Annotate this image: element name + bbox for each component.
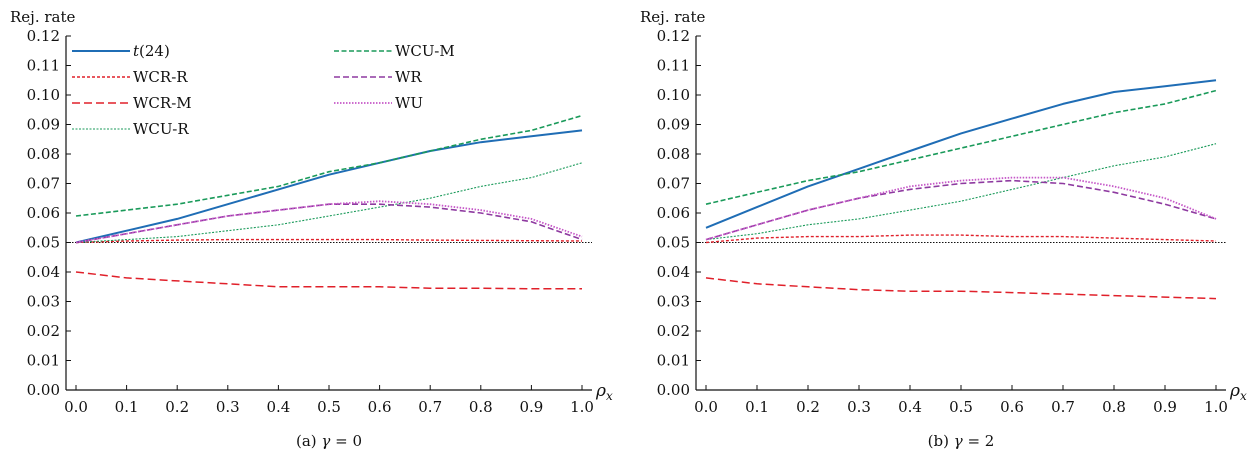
y-tick-label: 0.08 [657,145,690,163]
y-tick-label: 0.05 [27,234,60,252]
panel-caption: (b) γ = 2 [928,432,995,450]
x-axis-subscript: x [606,389,613,403]
y-tick-label: 0.02 [657,322,690,340]
legend-label-rest: (24) [139,42,170,60]
x-tick-label: 0.0 [64,398,88,416]
series-line-t24 [75,129,583,244]
panel-caption: (a) γ = 0 [296,432,362,450]
x-axis-title: ρx [595,381,613,403]
x-tick-label: 0.3 [847,398,871,416]
x-tick-label: 0.6 [1000,398,1024,416]
legend-label-wcrm: WCR-M [133,94,192,112]
x-tick-label: 0.5 [949,398,973,416]
y-tick-label: 0.12 [27,27,60,45]
y-tick-label: 0.04 [657,263,690,281]
series-line-wcrm [705,277,1217,300]
legend-label-wcur: WCU-R [133,120,189,138]
y-tick-label: 0.09 [27,116,60,134]
x-tick-label: 0.3 [216,398,240,416]
series-line-wcrm [75,271,582,290]
series-line-wcum [75,114,583,217]
y-tick-label: 0.07 [657,175,690,193]
x-tick-label: 0.1 [115,398,139,416]
x-tick-label: 0.8 [1102,398,1126,416]
y-tick-label: 0.11 [657,57,690,75]
x-tick-label: 0.7 [1051,398,1075,416]
series-line-wr [705,179,1217,241]
x-tick-label: 0.7 [418,398,442,416]
x-tick-label: 0.4 [266,398,290,416]
x-tick-label: 1.0 [570,398,594,416]
y-tick-label: 0.09 [657,116,690,134]
y-tick-label: 0.10 [27,86,60,104]
legend-label-wcrr: WCR-R [133,68,188,86]
x-axis-symbol: ρ [1229,381,1240,401]
legend-label-wr: WR [395,68,422,86]
x-tick-label: 0.6 [368,398,392,416]
x-tick-label: 0.9 [1153,398,1177,416]
y-tick-label: 0.00 [657,381,690,399]
x-tick-label: 0.0 [694,398,718,416]
chart-panel-a: 0.00 0.01 0.02 0.03 0.04 0.05 0.06 0.07 0.08 0.09… [10,8,613,450]
x-tick-label: 0.8 [469,398,493,416]
series-line-wcrr [75,238,583,244]
y-tick-label: 0.11 [27,57,60,75]
y-tick-label: 0.06 [657,204,690,222]
x-axis-title: ρx [1229,381,1247,403]
x-tick-label: 0.5 [317,398,341,416]
y-tick-label: 0.01 [27,352,60,370]
caption-prefix: (b) [928,432,954,450]
x-axis-symbol: ρ [595,381,606,401]
y-tick-label: 0.08 [27,145,60,163]
x-axis-subscript: x [1240,389,1247,403]
series-line-t24 [705,79,1217,229]
y-tick-label: 0.01 [657,352,690,370]
caption-suffix: = 2 [963,432,995,450]
legend: t(24) WCR-R WCR-M WCU-R WCU-M WR WU [72,42,455,138]
y-tick-label: 0.12 [657,27,690,45]
caption-symbol: γ [321,432,330,450]
y-axis-title: Rej. rate [10,8,75,26]
y-tick-label: 0.00 [27,381,60,399]
caption-prefix: (a) [296,432,321,450]
chart-panel-b: 0.00 0.01 0.02 0.03 0.04 0.05 0.06 0.07 0.08 0.09… [640,8,1247,450]
y-axis-title: Rej. rate [640,8,705,26]
y-tick-label: 0.03 [657,293,690,311]
series-line-wcrr [705,234,1217,244]
series-line-wr [75,203,583,244]
x-tick-label: 0.9 [519,398,543,416]
series-line-wu [705,176,1217,241]
y-tick-label: 0.10 [657,86,690,104]
series-line-wcum [705,89,1217,205]
series-line-wu [75,200,583,244]
x-tick-label: 0.1 [745,398,769,416]
y-tick-label: 0.07 [27,175,60,193]
x-tick-label: 0.4 [898,398,922,416]
legend-label-t24: t(24) [133,42,170,60]
legend-label-italic: t [133,42,140,60]
x-tick-label: 1.0 [1204,398,1228,416]
series-line-wcur [75,162,583,244]
series-line-wcur [705,143,1217,241]
y-tick-label: 0.05 [657,234,690,252]
caption-suffix: = 0 [330,432,362,450]
y-tick-label: 0.04 [27,263,60,281]
x-tick-label: 0.2 [165,398,189,416]
legend-label-wcum: WCU-M [395,42,455,60]
y-tick-label: 0.02 [27,322,60,340]
y-tick-label: 0.06 [27,204,60,222]
x-tick-label: 0.2 [796,398,820,416]
y-tick-label: 0.03 [27,293,60,311]
caption-symbol: γ [954,432,963,450]
legend-label-wu: WU [395,94,423,112]
